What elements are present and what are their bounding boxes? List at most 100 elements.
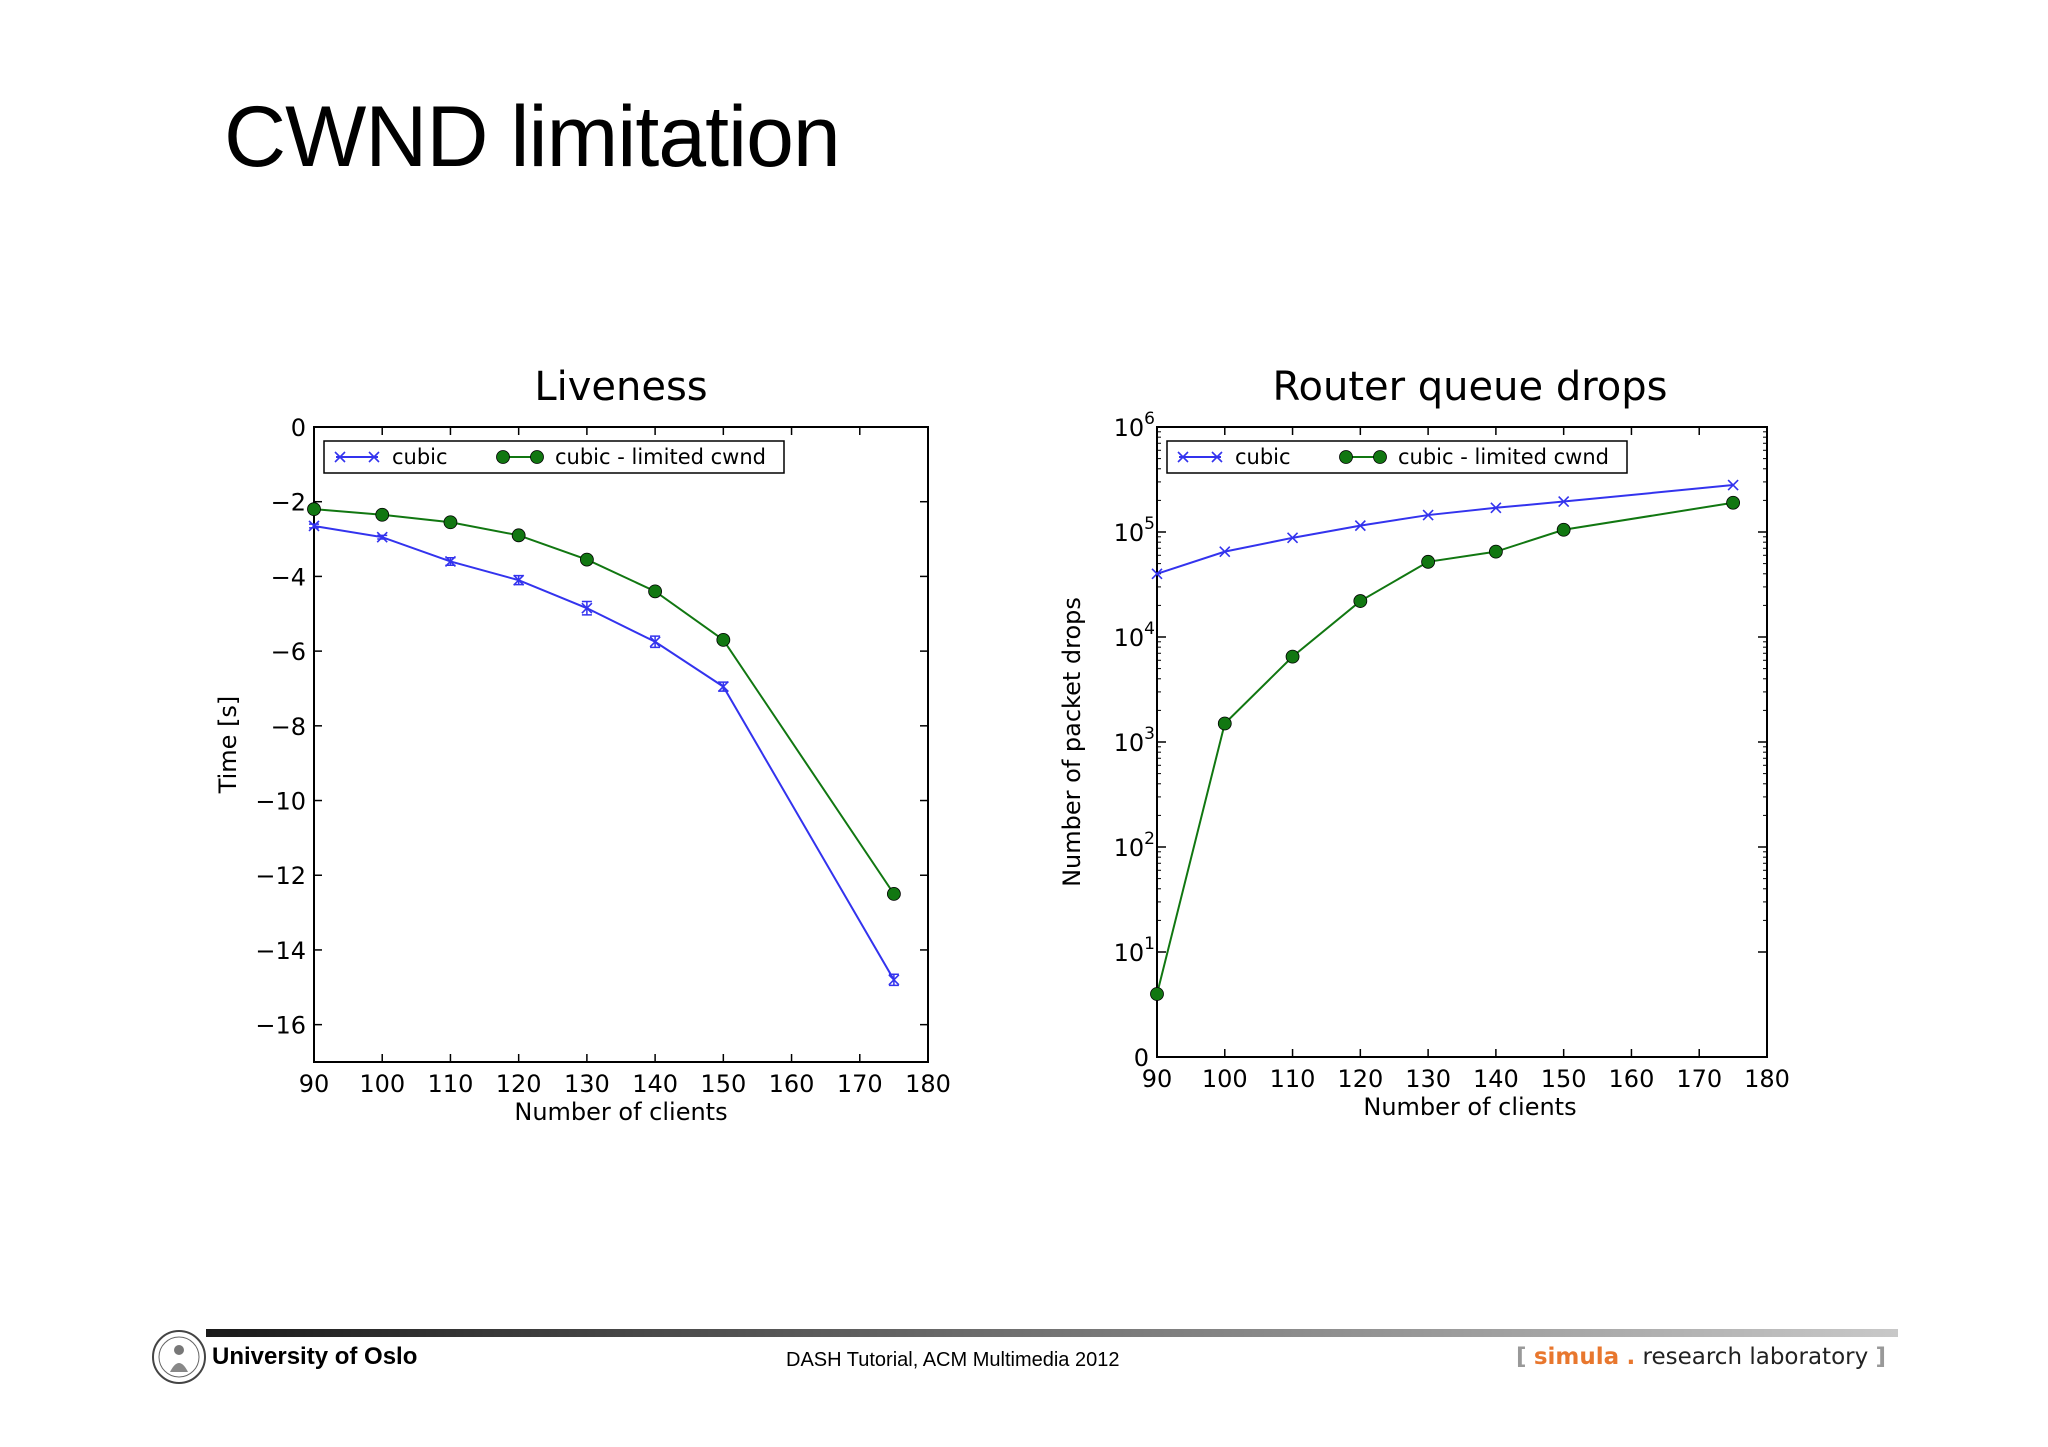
- footer-divider: [206, 1329, 1898, 1337]
- x-tick-label: 90: [1142, 1065, 1173, 1093]
- legend-marker: [334, 451, 346, 463]
- series-line: [1156, 501, 1734, 995]
- data-point: [1219, 546, 1231, 558]
- legend-marker: [1177, 451, 1189, 463]
- plot-frame: [313, 426, 929, 1063]
- x-axis-label: Number of clients: [1363, 1093, 1576, 1121]
- data-point: [716, 633, 731, 647]
- footer-event: DASH Tutorial, ACM Multimedia 2012: [786, 1349, 1120, 1371]
- x-tick-label: 140: [1473, 1065, 1519, 1093]
- x-tick-label: 150: [700, 1070, 746, 1098]
- y-tick-label: −2: [271, 489, 306, 517]
- x-tick-label: 160: [769, 1070, 815, 1098]
- data-point: [1488, 544, 1503, 559]
- data-point: [1727, 479, 1739, 491]
- x-tick-label: 140: [632, 1070, 678, 1098]
- data-point: [443, 515, 458, 530]
- data-point: [1421, 554, 1436, 569]
- data-point: [1556, 522, 1571, 537]
- series-line: [313, 524, 895, 981]
- data-point: [649, 636, 661, 648]
- legend-marker: [1339, 450, 1353, 464]
- y-tick-label: −8: [271, 713, 306, 741]
- university-name: University of Oslo: [212, 1343, 418, 1370]
- data-point: [376, 531, 388, 543]
- series-cubic---limited-cwnd: [1150, 495, 1741, 1001]
- y-tick-label: −14: [255, 937, 306, 965]
- y-tick-label: 102: [1114, 829, 1155, 862]
- y-tick-label: 101: [1114, 934, 1155, 967]
- data-point: [307, 502, 321, 517]
- data-point: [513, 574, 525, 586]
- data-point: [1558, 495, 1570, 508]
- x-tick-label: 180: [905, 1070, 951, 1098]
- plot-frame: [1156, 426, 1768, 1058]
- legend-label: cubic - limited cwnd: [1398, 445, 1609, 469]
- data-point: [1150, 987, 1164, 1001]
- data-point: [308, 520, 320, 532]
- data-point: [1353, 594, 1368, 608]
- y-tick-label: 0: [1134, 1044, 1149, 1072]
- data-point: [717, 681, 729, 693]
- series-cubic: [308, 520, 900, 987]
- x-tick-label: 120: [496, 1070, 542, 1098]
- y-tick-label: −6: [271, 638, 306, 666]
- x-tick-label: 130: [564, 1070, 610, 1098]
- x-tick-label: 110: [428, 1070, 474, 1098]
- data-point: [1151, 568, 1163, 580]
- legend-marker: [1373, 450, 1387, 464]
- brand-rest: research laboratory: [1642, 1344, 1869, 1370]
- data-point: [1354, 520, 1366, 532]
- data-point: [648, 584, 663, 599]
- y-tick-label: −4: [271, 563, 306, 591]
- simula-brand: [ simula . research laboratory ]: [1516, 1344, 1886, 1370]
- data-point: [581, 602, 593, 614]
- data-point: [444, 555, 457, 568]
- x-tick-label: 120: [1337, 1065, 1383, 1093]
- legend-label: cubic: [392, 445, 448, 469]
- y-tick-label: 0: [291, 414, 306, 442]
- x-tick-label: 130: [1405, 1065, 1451, 1093]
- liveness-chart: Liveness 90 100 110 120 130 140 150 160 170 180 0 −2…: [214, 364, 951, 1126]
- chart-title: Router queue drops: [1273, 364, 1668, 410]
- legend-label: cubic - limited cwnd: [555, 445, 766, 469]
- x-tick-label: 110: [1270, 1065, 1316, 1093]
- y-tick-label: 103: [1114, 724, 1155, 757]
- brand-dot: .: [1626, 1344, 1636, 1370]
- y-tick-label: −16: [255, 1012, 306, 1040]
- data-point: [1217, 716, 1232, 731]
- university-seal-logo: [152, 1330, 206, 1384]
- x-tick-label: 100: [359, 1070, 405, 1098]
- series-cubic: [1151, 479, 1739, 580]
- brand-bracket-open: [: [1516, 1344, 1527, 1370]
- x-axis-label: Number of clients: [514, 1098, 727, 1126]
- brand-name: simula: [1533, 1344, 1620, 1370]
- x-tick-label: 150: [1541, 1065, 1587, 1093]
- data-point: [375, 507, 390, 522]
- chart-title: Liveness: [534, 364, 707, 410]
- data-point: [888, 974, 900, 986]
- data-point: [1286, 532, 1299, 544]
- x-tick-label: 90: [299, 1070, 330, 1098]
- y-axis-label: Number of packet drops: [1058, 597, 1086, 887]
- data-point: [511, 528, 526, 543]
- series-line: [313, 508, 895, 895]
- legend-marker: [1211, 451, 1223, 463]
- legend-marker: [530, 450, 544, 464]
- data-point: [1285, 649, 1300, 664]
- data-point: [1422, 509, 1434, 521]
- y-tick-label: 104: [1114, 619, 1155, 652]
- data-point: [886, 887, 901, 901]
- x-tick-label: 100: [1202, 1065, 1248, 1093]
- y-tick-label: −12: [255, 862, 306, 890]
- brand-bracket-close: ]: [1875, 1344, 1887, 1370]
- y-axis-label: Time [s]: [214, 696, 242, 795]
- data-point: [1726, 495, 1741, 510]
- x-tick-label: 170: [837, 1070, 883, 1098]
- series-cubic---limited-cwnd: [307, 502, 901, 901]
- legend-box: [323, 440, 785, 474]
- router-queue-drops-chart: Router queue drops 90 100 110 120 130 140 150 16…: [1058, 364, 1790, 1121]
- y-tick-label: 106: [1114, 409, 1155, 442]
- legend-box: [1166, 440, 1628, 474]
